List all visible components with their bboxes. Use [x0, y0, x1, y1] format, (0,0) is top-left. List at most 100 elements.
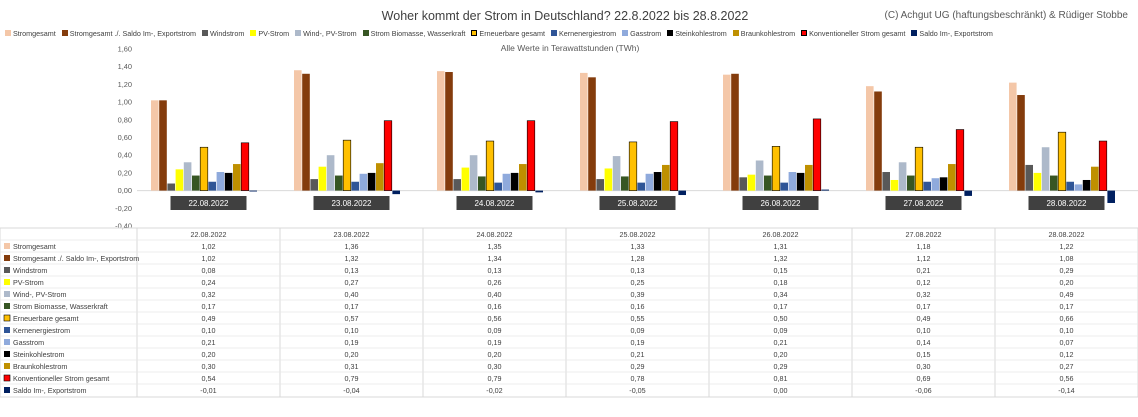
- table-swatch: [4, 387, 10, 393]
- table-cell: 0,31: [345, 362, 359, 371]
- legend-item: Windstrom: [201, 27, 244, 39]
- bar: [755, 160, 764, 191]
- legend-label: Braunkohlestrom: [740, 28, 796, 38]
- table-cell: 0,17: [202, 302, 216, 311]
- table-swatch: [3, 374, 11, 382]
- y-tick-label: 0,40: [118, 151, 132, 160]
- legend-swatch: [622, 30, 629, 36]
- legend-item: Gasstrom: [622, 27, 661, 39]
- chart-subtitle: Alle Werte in Terawattstunden (TWh): [500, 43, 640, 53]
- table-cell: -0,05: [629, 386, 645, 395]
- legend-swatch: [201, 30, 208, 36]
- bar: [637, 182, 645, 191]
- table-swatch: [4, 339, 10, 345]
- bar: [1009, 82, 1017, 191]
- table-series-name: PV-Strom: [13, 278, 44, 287]
- bar: [437, 71, 445, 191]
- y-tick-label: 1,40: [118, 62, 132, 71]
- bar: [955, 129, 965, 191]
- bar: [1074, 184, 1083, 191]
- legend-swatch: [801, 30, 808, 36]
- category-label-box: [885, 196, 962, 210]
- bar: [167, 183, 175, 191]
- table-cell: 0,00: [774, 386, 788, 395]
- bar: [335, 175, 343, 191]
- table-cell: 0,21: [917, 266, 931, 275]
- table-cell: 0,09: [631, 326, 645, 335]
- table-swatch: [3, 314, 11, 322]
- table-swatch: [4, 351, 10, 357]
- legend-swatch: [471, 30, 478, 36]
- category-label: 28.08.2022: [1046, 199, 1087, 208]
- table-series-name: Gasstrom: [13, 338, 44, 347]
- table-cell: 0,13: [345, 266, 359, 275]
- bar: [1057, 131, 1067, 191]
- bar: [866, 86, 874, 191]
- bar: [890, 179, 899, 191]
- bar: [240, 142, 250, 191]
- legend-item: Braunkohlestrom: [732, 27, 796, 39]
- table-header-date: 28.08.2022: [1049, 230, 1085, 239]
- chart-credit: (C) Achgut UG (haftungsbeschränkt) & Rüd…: [884, 10, 1128, 21]
- legend-item: Wind-, PV-Strom: [295, 27, 357, 39]
- bar: [502, 173, 511, 191]
- bar: [183, 162, 192, 191]
- table-cell: 0,54: [202, 374, 216, 383]
- legend-label: Steinkohlestrom: [675, 28, 727, 38]
- table-cell: 1,22: [1060, 242, 1074, 251]
- legend-swatch: [250, 30, 257, 36]
- bar: [1098, 140, 1108, 191]
- bar: [948, 164, 956, 191]
- table-series-name: Wind-, PV-Strom: [13, 290, 67, 299]
- bar: [723, 74, 731, 191]
- bar: [628, 141, 638, 191]
- table-cell: 0,56: [488, 314, 502, 323]
- bar: [771, 146, 781, 191]
- bar: [469, 155, 478, 191]
- bar: [898, 162, 907, 191]
- bar: [1050, 175, 1058, 191]
- table-cell: 1,35: [488, 242, 502, 251]
- legend-label: Erneuerbare gesamt: [479, 28, 545, 38]
- table-swatch: [4, 243, 10, 249]
- legend-swatch: [911, 30, 918, 36]
- bar: [874, 91, 882, 191]
- category-label: 23.08.2022: [331, 199, 372, 208]
- bar: [159, 100, 167, 191]
- category-label: 24.08.2022: [474, 199, 515, 208]
- bar: [596, 179, 604, 191]
- bar: [249, 190, 257, 192]
- bar: [376, 163, 384, 191]
- table-cell: 0,32: [917, 290, 931, 299]
- bar: [747, 174, 756, 191]
- table-cell: 0,14: [917, 338, 931, 347]
- table-cell: 0,30: [202, 362, 216, 371]
- bar: [383, 120, 393, 191]
- bar: [351, 181, 359, 191]
- bar: [359, 173, 368, 191]
- bar: [796, 172, 805, 191]
- bar: [1091, 166, 1099, 191]
- table-cell: 0,15: [774, 266, 788, 275]
- legend-swatch: [5, 30, 11, 36]
- bar: [199, 146, 209, 191]
- table-cell: 0,10: [345, 326, 359, 335]
- bar: [662, 164, 670, 191]
- bar: [805, 164, 813, 191]
- legend-swatch: [732, 30, 739, 36]
- table-cell: 0,17: [774, 302, 788, 311]
- table-cell: 0,20: [202, 350, 216, 359]
- bar: [392, 190, 400, 195]
- table-cell: 0,25: [631, 278, 645, 287]
- table-cell: 0,49: [1060, 290, 1074, 299]
- legend-label: Gasstrom: [630, 28, 662, 38]
- table-cell: 1,02: [202, 254, 216, 263]
- bar: [519, 164, 527, 191]
- y-tick-label: 0,80: [118, 115, 132, 124]
- table-cell: 0,29: [1060, 266, 1074, 275]
- bar: [931, 178, 940, 191]
- category-label: 27.08.2022: [903, 199, 944, 208]
- bar: [907, 175, 915, 191]
- bar: [580, 72, 588, 191]
